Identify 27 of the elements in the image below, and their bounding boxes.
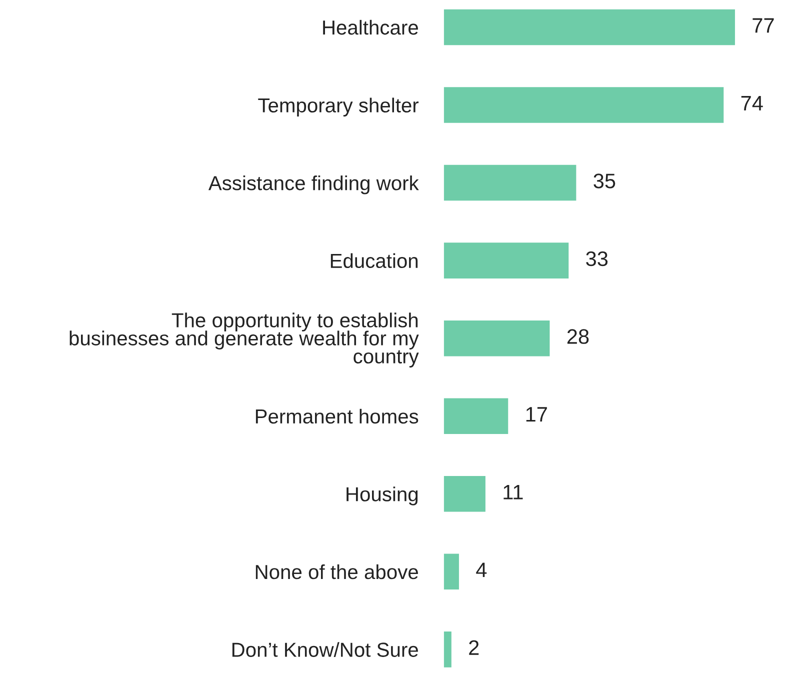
y-tick-label: Permanent homes xyxy=(256,408,418,424)
data-label: 28 xyxy=(567,329,589,344)
bar xyxy=(444,242,569,278)
y-tick-label: Healthcare xyxy=(323,20,418,35)
y-tick-label: Education xyxy=(330,253,418,268)
bar xyxy=(444,87,724,123)
bar xyxy=(444,632,452,668)
bar xyxy=(444,554,459,590)
y-tick-label: Housing xyxy=(346,486,418,506)
data-label: 2 xyxy=(469,640,479,655)
bar xyxy=(444,9,735,46)
y-tick-label: The opportunity to establish businesses and generate wealth for my country xyxy=(70,312,419,368)
y-tick-label: None of the above xyxy=(256,564,418,580)
bar xyxy=(444,320,550,356)
bar xyxy=(444,476,486,512)
data-label: 17 xyxy=(526,407,547,422)
data-label: 33 xyxy=(586,251,608,266)
y-tick-label: Don’t Know/Not Sure xyxy=(232,642,418,657)
y-tick-label: Assistance finding work xyxy=(208,175,419,194)
bar xyxy=(444,164,576,201)
data-label: 35 xyxy=(594,174,616,188)
data-label: 4 xyxy=(476,562,487,578)
data-label: 11 xyxy=(504,484,523,500)
data-label: 77 xyxy=(752,18,774,33)
y-tick-label: Temporary shelter xyxy=(258,98,419,116)
bar xyxy=(444,398,508,434)
data-label: 74 xyxy=(741,96,763,110)
